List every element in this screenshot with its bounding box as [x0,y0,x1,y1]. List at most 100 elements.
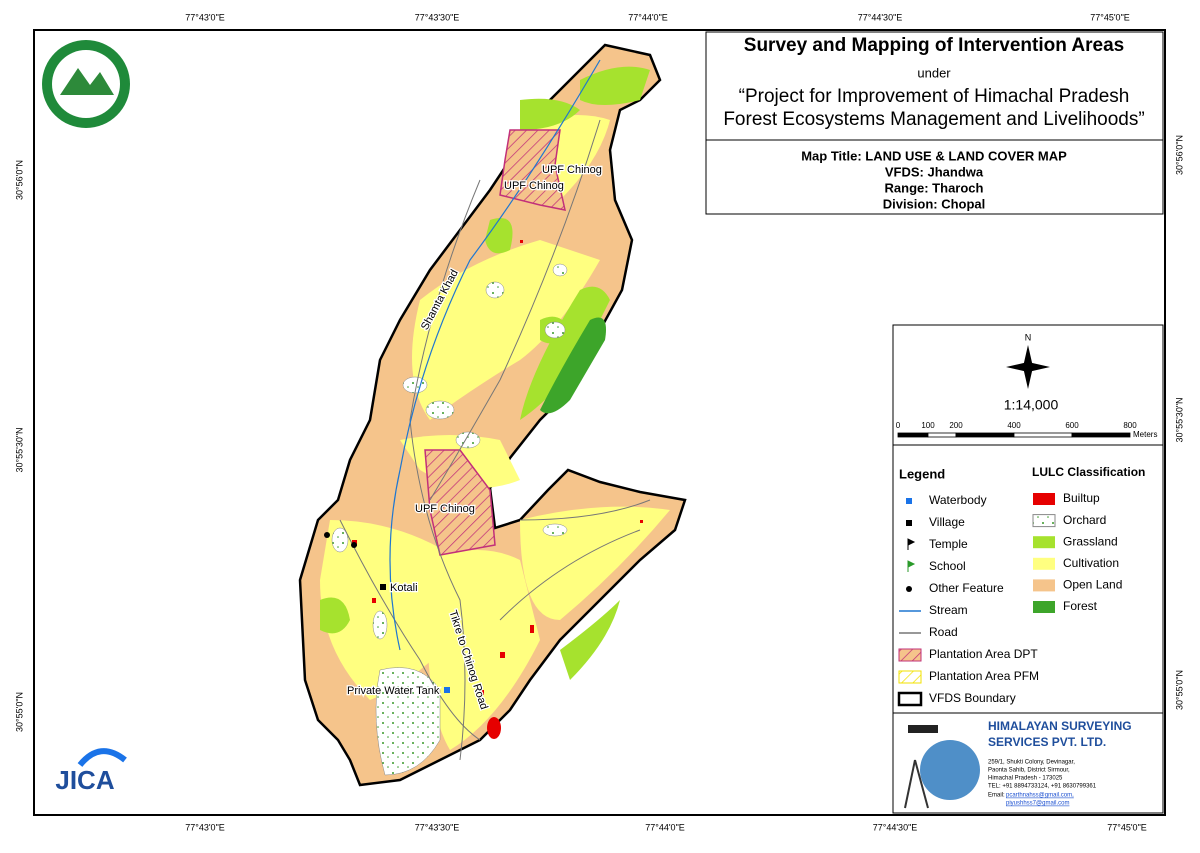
other-feature-symbol [324,532,330,538]
legend-symbol [898,648,922,662]
legend-item: Temple [929,537,968,551]
company-email-label: Email: [988,793,1005,799]
orchard [331,263,568,776]
map-info: Division: Chopal [883,196,986,211]
lulc-item: Open Land [1063,578,1122,592]
jica-logo-text: JICA [55,765,114,795]
scale-segment [897,432,929,438]
lulc-swatch [1033,579,1055,592]
company-name: SERVICES PVT. LTD. [988,735,1106,749]
coord-label: 30°55'30"N [1174,397,1184,442]
lulc-swatch [1033,536,1055,549]
road [339,119,651,761]
map-info-box [705,139,1164,215]
company-logo [904,725,980,809]
scale-segment [927,432,957,438]
north-label: N [1025,332,1032,342]
coord-label: 30°56'0"N [14,160,24,200]
map-label: UPF Chinog [542,164,602,176]
coord-label: 77°45'0"E [1107,822,1147,832]
legend-item: VFDS Boundary [929,691,1016,705]
coord-label: 77°43'30"E [415,822,460,832]
map-info: Range: Tharoch [885,180,984,195]
coord-label: 77°44'0"E [645,822,685,832]
logo-emblem [42,40,130,128]
scale-segment [955,432,1015,438]
company-email: piyushhss7@gmail.com [1006,801,1069,807]
scale-unit: Meters [1133,430,1157,439]
legend-item: Road [929,625,958,639]
project: Forest Ecosystems Management and Livelih… [723,109,1144,130]
legend-item: Waterbody [929,493,987,507]
grassland [320,66,650,680]
coord-label: 77°44'30"E [858,12,903,22]
map-label: Kotali [390,582,418,594]
legend-item: Plantation Area DPT [929,647,1038,661]
stream [389,59,601,651]
lulc-swatch [1033,557,1055,570]
lulc-item: Builtup [1063,491,1100,505]
title: Survey and Mapping of Intervention Areas [744,35,1124,56]
legend-symbol [906,586,912,592]
coord-label: 77°45'0"E [1090,12,1130,22]
legend-item: Village [929,515,965,529]
village-symbol [380,584,386,590]
lulc-item: Cultivation [1063,556,1119,570]
scale-label: 200 [949,421,963,430]
coord-label: 30°55'0"N [1174,670,1184,710]
coord-label: 77°44'30"E [873,822,918,832]
north-arrow [1006,345,1050,389]
company-address: 259/1, Shukti Colony, Devinagar, [988,760,1075,766]
map-info: VFDS: Jhandwa [885,164,984,179]
company-address: Himachal Pradesh - 173025 [988,776,1063,782]
scale-label: 800 [1123,421,1137,430]
lulc-title: LULC Classification [1032,465,1145,479]
legend-item: Plantation Area PFM [929,669,1039,683]
lulc-item: Forest [1063,599,1098,613]
scale-label: 600 [1065,421,1079,430]
company-name: HIMALAYAN SURVEYING [988,719,1132,733]
company-email: pcarthnahss@gmail.com, [1006,793,1074,799]
legend-box [892,444,1164,714]
project: “Project for Improvement of Himachal Pra… [739,86,1130,107]
scale-label: 0 [896,421,901,430]
legend-symbol [897,691,923,707]
other-feature-symbol [351,542,357,548]
scale-segment [1071,432,1131,438]
coord-label: 30°55'0"N [14,692,24,732]
legend-item: School [929,559,966,573]
legend-item: Stream [929,603,968,617]
coord-label: 30°55'30"N [14,427,24,472]
waterbody-symbol [444,687,450,693]
lulc-swatch [1032,514,1056,528]
subtitle: under [917,65,951,80]
forest [540,317,606,414]
lulc-item: Orchard [1063,513,1106,527]
coord-label: 77°43'0"E [185,822,225,832]
title-box [705,31,1164,141]
legend-symbol [906,498,912,504]
scale-label: 100 [921,421,935,430]
map-label: Private Water Tank [347,685,440,697]
legend-title: Legend [899,466,945,481]
map-area [298,43,687,787]
scale-segment [1013,432,1073,438]
company-address: Paonta Sahib, District Sirmour, [988,768,1070,774]
jica-logo [77,748,127,767]
map-label: UPF Chinog [415,503,475,515]
lulc-swatch [1033,601,1055,613]
map-info: Map Title: LAND USE & LAND COVER MAP [801,148,1067,163]
lulc-swatch [1033,493,1055,505]
legend-symbol [898,670,922,684]
coord-label: 77°43'30"E [415,12,460,22]
cultivation [320,115,670,750]
map-label: UPF Chinog [504,180,564,192]
legend-symbol [907,538,916,550]
coord-label: 77°44'0"E [628,12,668,22]
coord-label: 30°56'0"N [1174,135,1184,175]
company-address: TEL: +91 8894733124, +91 8630799361 [988,784,1097,790]
legend-item: Other Feature [929,581,1004,595]
scale: 1:14,000 [1004,397,1059,413]
legend-symbol [907,560,916,572]
